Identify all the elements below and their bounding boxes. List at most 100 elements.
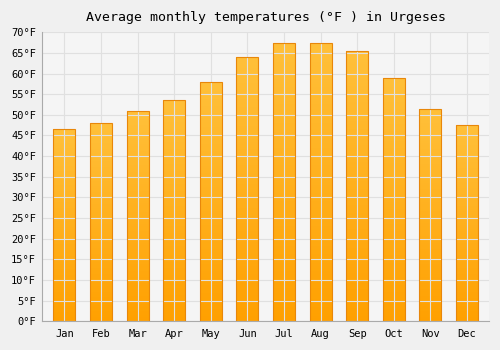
Bar xyxy=(200,216,222,218)
Bar xyxy=(236,239,258,242)
Bar xyxy=(420,296,442,298)
Bar xyxy=(126,140,148,142)
Bar xyxy=(54,187,76,189)
Bar xyxy=(382,168,404,170)
Bar xyxy=(54,258,76,260)
Bar xyxy=(163,206,185,209)
Bar xyxy=(236,73,258,76)
Bar xyxy=(90,312,112,313)
Bar xyxy=(200,177,222,180)
Bar xyxy=(420,119,442,121)
Bar xyxy=(273,160,295,162)
Bar xyxy=(273,252,295,254)
Bar xyxy=(273,226,295,229)
Bar xyxy=(273,115,295,118)
Bar xyxy=(382,97,404,99)
Bar xyxy=(163,169,185,171)
Bar xyxy=(54,250,76,252)
Bar xyxy=(456,225,478,227)
Bar xyxy=(54,179,76,181)
Bar xyxy=(420,240,442,243)
Bar xyxy=(310,268,332,271)
Bar xyxy=(236,292,258,295)
Bar xyxy=(90,250,112,252)
Bar xyxy=(456,192,478,194)
Bar xyxy=(90,220,112,222)
Bar xyxy=(310,168,332,171)
Bar xyxy=(420,247,442,249)
Bar xyxy=(382,268,404,270)
Bar xyxy=(90,187,112,188)
Bar xyxy=(126,205,148,208)
Bar xyxy=(273,84,295,87)
Bar xyxy=(200,307,222,309)
Bar xyxy=(236,205,258,208)
Bar xyxy=(236,118,258,120)
Bar xyxy=(236,295,258,298)
Bar xyxy=(163,187,185,189)
Bar xyxy=(346,229,368,232)
Bar xyxy=(346,221,368,224)
Bar xyxy=(420,145,442,147)
Bar xyxy=(200,120,222,122)
Bar xyxy=(420,126,442,128)
Bar xyxy=(456,204,478,205)
Bar xyxy=(346,151,368,154)
Bar xyxy=(456,135,478,137)
Bar xyxy=(163,253,185,255)
Bar xyxy=(310,104,332,107)
Bar xyxy=(310,162,332,165)
Bar xyxy=(90,123,112,125)
Bar xyxy=(420,306,442,308)
Bar xyxy=(126,256,148,258)
Bar xyxy=(236,274,258,276)
Bar xyxy=(236,163,258,165)
Bar xyxy=(310,70,332,73)
Bar xyxy=(382,131,404,134)
Bar xyxy=(90,298,112,300)
Title: Average monthly temperatures (°F ) in Urgeses: Average monthly temperatures (°F ) in Ur… xyxy=(86,11,446,24)
Bar xyxy=(54,296,76,298)
Bar xyxy=(456,309,478,312)
Bar xyxy=(54,195,76,196)
Bar xyxy=(420,217,442,219)
Bar xyxy=(126,199,148,201)
Bar xyxy=(90,159,112,161)
Bar xyxy=(54,158,76,160)
Bar xyxy=(382,126,404,129)
Bar xyxy=(420,317,442,319)
Bar xyxy=(346,118,368,121)
Bar xyxy=(382,256,404,258)
Bar xyxy=(200,242,222,245)
Bar xyxy=(236,194,258,197)
Bar xyxy=(420,147,442,149)
Bar xyxy=(273,302,295,304)
Bar xyxy=(273,310,295,313)
Bar xyxy=(346,232,368,235)
Bar xyxy=(346,210,368,213)
Bar xyxy=(54,191,76,192)
Bar xyxy=(126,197,148,199)
Bar xyxy=(310,96,332,98)
Bar xyxy=(163,275,185,277)
Bar xyxy=(420,160,442,162)
Bar xyxy=(346,310,368,313)
Bar xyxy=(54,287,76,289)
Bar xyxy=(236,192,258,194)
Bar xyxy=(54,141,76,143)
Bar xyxy=(90,224,112,226)
Bar xyxy=(420,234,442,236)
Bar xyxy=(54,240,76,243)
Bar xyxy=(310,54,332,56)
Bar xyxy=(54,177,76,179)
Bar xyxy=(273,90,295,93)
Bar xyxy=(382,78,404,80)
Bar xyxy=(346,208,368,210)
Bar xyxy=(346,265,368,267)
Bar xyxy=(90,194,112,196)
Bar xyxy=(420,253,442,255)
Bar xyxy=(126,146,148,149)
Bar xyxy=(456,288,478,290)
Bar xyxy=(200,214,222,216)
Bar xyxy=(126,189,148,191)
